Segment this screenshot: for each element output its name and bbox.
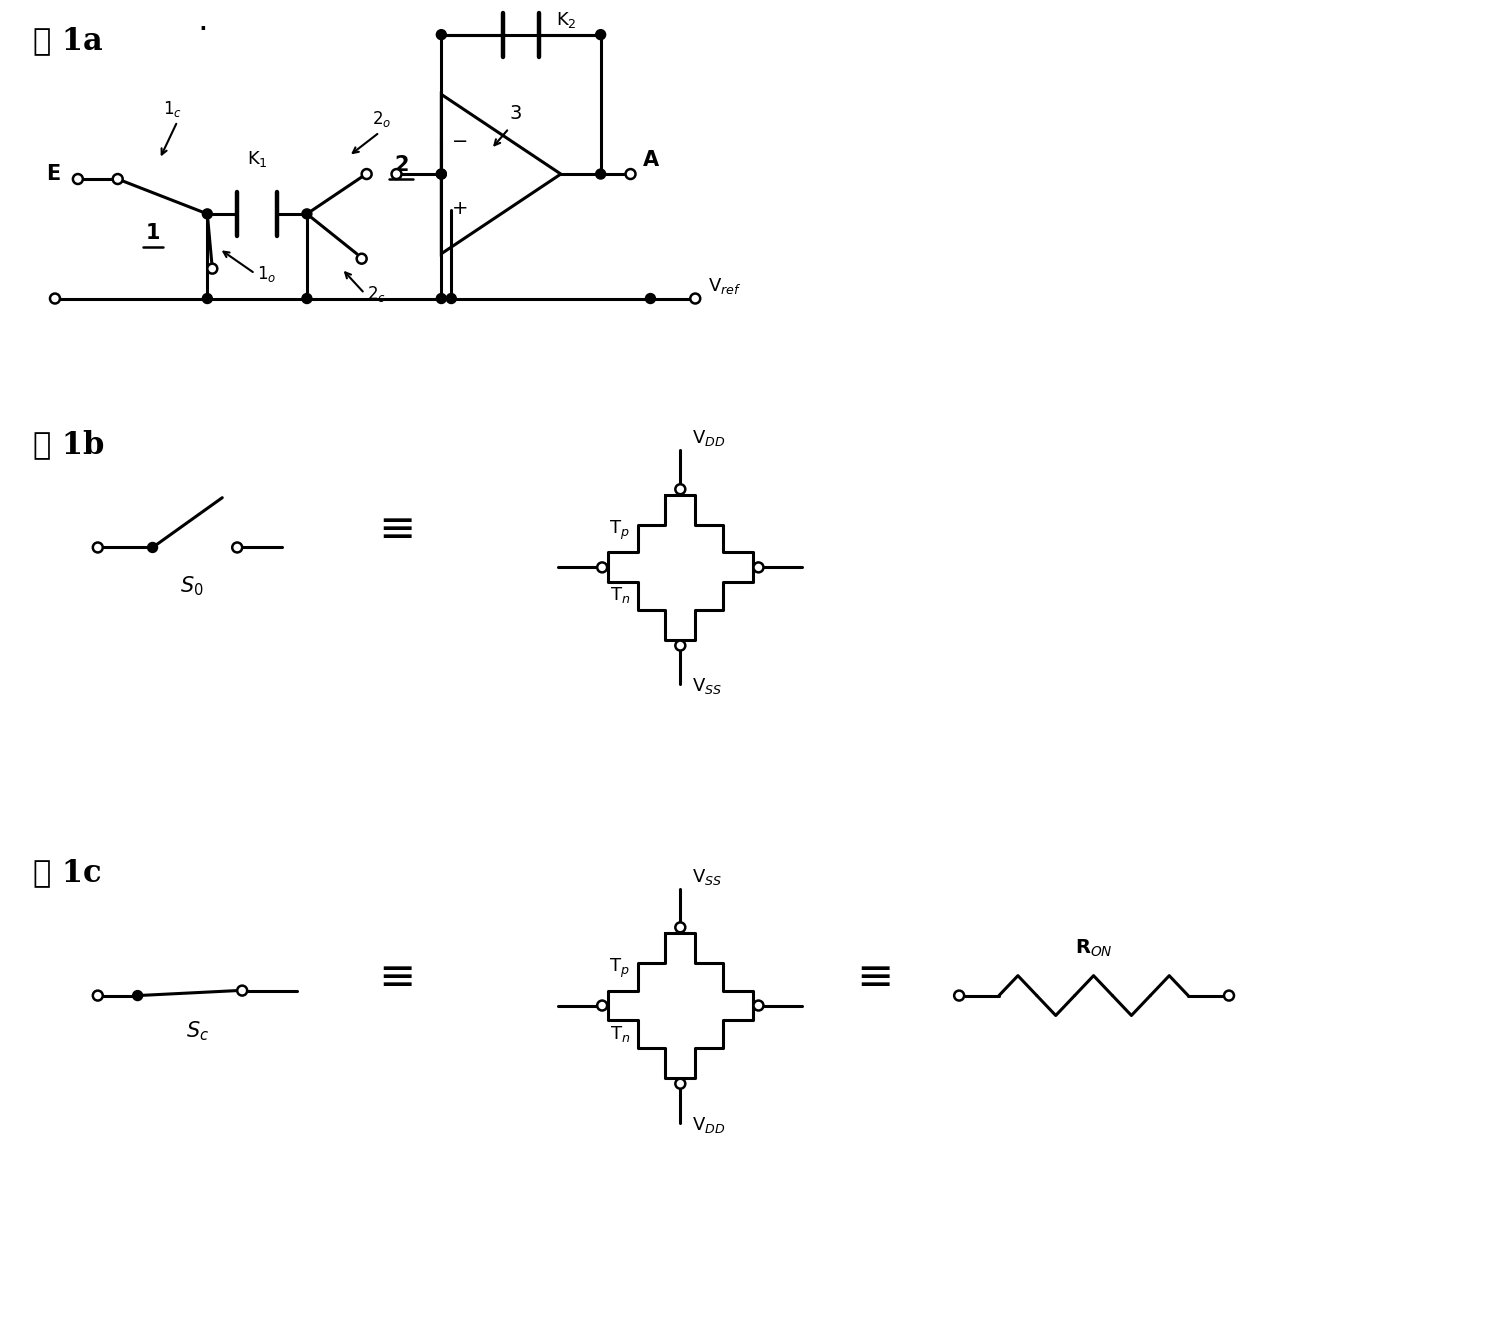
Text: V$_{DD}$: V$_{DD}$ [692,1114,725,1134]
Text: T$_n$: T$_n$ [610,1023,630,1043]
Circle shape [597,562,607,573]
Text: V$_{SS}$: V$_{SS}$ [692,867,722,886]
Text: $-$: $-$ [452,129,467,149]
Text: 2: 2 [394,155,409,175]
Circle shape [302,294,311,303]
Text: $\equiv$: $\equiv$ [370,506,413,548]
Text: 1$_c$: 1$_c$ [163,99,181,120]
Text: 图 1c: 图 1c [33,857,101,888]
Text: T$_p$: T$_p$ [609,957,630,980]
Circle shape [595,30,606,40]
Text: T$_p$: T$_p$ [609,519,630,543]
Circle shape [391,169,402,179]
Text: V$_{ref}$: V$_{ref}$ [709,275,742,295]
Text: $+$: $+$ [452,199,467,219]
Text: K$_2$: K$_2$ [556,9,577,30]
Text: R$_{ON}$: R$_{ON}$ [1074,938,1112,959]
Circle shape [953,990,964,1001]
Circle shape [597,1001,607,1010]
Text: 2$_o$: 2$_o$ [372,109,391,129]
Circle shape [357,254,367,263]
Text: K$_1$: K$_1$ [246,149,267,169]
Text: $\equiv$: $\equiv$ [370,954,413,997]
Text: T$_n$: T$_n$ [610,586,630,606]
Circle shape [202,294,213,303]
Circle shape [92,990,103,1001]
Circle shape [446,294,456,303]
Circle shape [73,174,83,184]
Text: V$_{DD}$: V$_{DD}$ [692,428,725,448]
Circle shape [1224,990,1234,1001]
Circle shape [437,30,446,40]
Circle shape [202,209,213,219]
Text: 1$_o$: 1$_o$ [257,263,277,283]
Polygon shape [607,495,752,640]
Text: E: E [45,165,60,184]
Text: $\equiv$: $\equiv$ [848,954,891,997]
Circle shape [233,543,242,552]
Circle shape [675,640,686,651]
Circle shape [626,169,636,179]
Circle shape [148,543,157,552]
Text: S$_0$: S$_0$ [180,574,204,598]
Text: 2$_c$: 2$_c$ [367,283,387,303]
Circle shape [437,169,446,179]
Circle shape [133,990,142,1001]
Circle shape [361,169,372,179]
Text: 3: 3 [509,104,523,124]
Circle shape [207,263,218,274]
Text: V$_{SS}$: V$_{SS}$ [692,677,722,697]
Circle shape [754,562,763,573]
Circle shape [50,294,60,303]
Circle shape [675,922,686,932]
Circle shape [113,174,122,184]
Circle shape [691,294,700,303]
Text: 1: 1 [145,223,160,242]
Circle shape [437,169,446,179]
Circle shape [754,1001,763,1010]
Circle shape [237,985,248,996]
Circle shape [302,209,311,219]
Circle shape [675,485,686,494]
Circle shape [437,294,446,303]
Circle shape [595,169,606,179]
Polygon shape [607,934,752,1077]
Circle shape [675,1079,686,1089]
Text: A: A [642,150,659,170]
Circle shape [645,294,656,303]
Text: 图 1a: 图 1a [33,25,103,57]
Circle shape [92,543,103,552]
Text: 图 1b: 图 1b [33,429,104,460]
Text: ·: · [198,13,209,46]
Text: S$_c$: S$_c$ [186,1019,209,1043]
